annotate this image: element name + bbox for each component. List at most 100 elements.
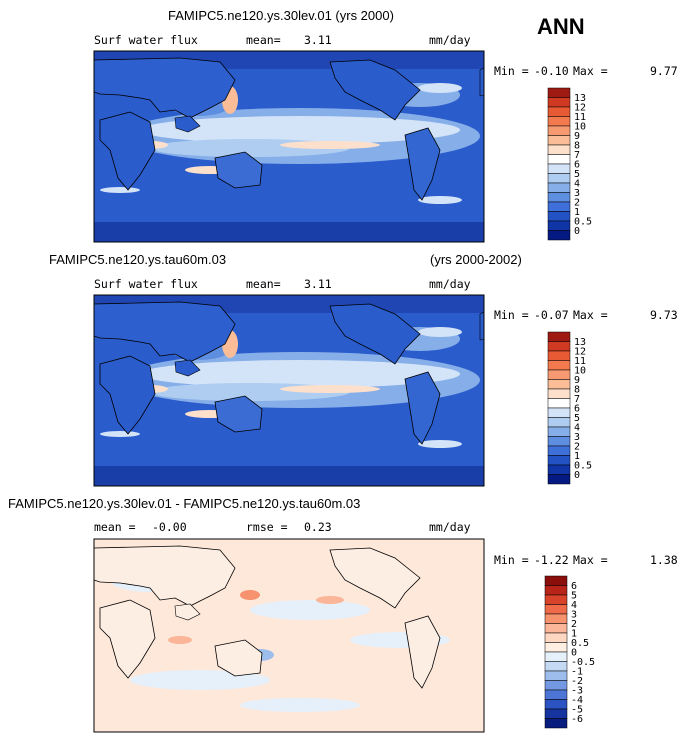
panel2-field-label: Surf water flux xyxy=(94,277,198,291)
colorbar-tick-label: 12 xyxy=(574,347,586,358)
colorbar-cell xyxy=(547,220,571,231)
colorbar-cell xyxy=(547,154,571,165)
colorbar-cell xyxy=(547,230,571,241)
colorbar-tick-label: 4 xyxy=(571,600,577,611)
colorbar-cell xyxy=(544,661,568,672)
colorbar-tick-label: 8 xyxy=(574,141,580,152)
colorbar-tick-label: 3 xyxy=(574,432,580,443)
colorbar-tick-label: 9 xyxy=(574,375,580,386)
panel3-max-label: Max = xyxy=(573,553,608,567)
colorbar-tick-label: 5 xyxy=(571,591,577,602)
colorbar-cell xyxy=(547,474,571,485)
panel2-max-value: 9.73 xyxy=(650,308,678,322)
panel2-field xyxy=(94,295,484,486)
colorbar-cell xyxy=(544,604,568,615)
colorbar-cell xyxy=(547,116,571,127)
colorbar-cell xyxy=(547,417,571,428)
colorbar-tick-label: 0.5 xyxy=(574,461,592,472)
panel3-mean-value: -0.00 xyxy=(152,520,187,534)
colorbar-tick-label: 2 xyxy=(571,619,577,630)
colorbar-tick-label: 11 xyxy=(574,112,586,123)
colorbar-tick-label: 1 xyxy=(574,451,580,462)
panel3-rmse-label: rmse = xyxy=(246,520,288,534)
colorbar-cell xyxy=(547,331,571,342)
colorbar-cell xyxy=(547,135,571,146)
colorbar-tick-label: 1 xyxy=(574,207,580,218)
colorbar-cell xyxy=(544,623,568,634)
colorbar-cell xyxy=(547,379,571,390)
colorbar-tick-label: 11 xyxy=(574,356,586,367)
panel1-mean-value: 3.11 xyxy=(304,33,332,47)
panel2-mean-label: mean= xyxy=(246,277,281,291)
panel1-max-label: Max = xyxy=(573,64,608,78)
colorbar-cell xyxy=(544,689,568,700)
colorbar-cell xyxy=(547,163,571,174)
colorbar-tick-label: -6 xyxy=(571,714,583,725)
colorbar-cell xyxy=(547,388,571,399)
panel2-mean-value: 3.11 xyxy=(304,277,332,291)
colorbar-tick-label: 12 xyxy=(574,103,586,114)
colorbar-cell xyxy=(544,699,568,710)
panel3-mean-label: mean = xyxy=(94,520,136,534)
colorbar-cell xyxy=(544,632,568,643)
colorbar-tick-label: 2 xyxy=(574,198,580,209)
colorbar-tick-label: 10 xyxy=(574,366,586,377)
colorbar-tick-label: 4 xyxy=(574,179,580,190)
colorbar-cell xyxy=(547,97,571,108)
colorbar-tick-label: 5 xyxy=(574,413,580,424)
colorbar-cell xyxy=(544,585,568,596)
panel1-field xyxy=(94,51,484,242)
colorbar-cell xyxy=(547,192,571,203)
panel1-mean-label: mean= xyxy=(246,33,281,47)
colorbar-tick-label: 9 xyxy=(574,131,580,142)
colorbar-cell xyxy=(544,670,568,681)
colorbar-tick-label: 8 xyxy=(574,385,580,396)
panel1-units: mm/day xyxy=(429,33,471,47)
colorbar-tick-label: 6 xyxy=(574,404,580,415)
colorbar-tick-label: 13 xyxy=(574,337,586,348)
colorbar-cell xyxy=(544,575,568,586)
colorbar-cell xyxy=(547,426,571,437)
colorbar-cell xyxy=(544,594,568,605)
panel2-years: (yrs 2000-2002) xyxy=(430,252,522,267)
colorbar-cell xyxy=(544,708,568,719)
season-label: ANN xyxy=(537,14,585,39)
colorbar-tick-label: 3 xyxy=(571,610,577,621)
colorbar-cell xyxy=(547,106,571,117)
colorbar-tick-label: 0.5 xyxy=(574,217,592,228)
colorbar-cell xyxy=(547,201,571,212)
colorbar-cell xyxy=(544,680,568,691)
colorbar-tick-label: -4 xyxy=(571,695,583,706)
panel3-max-value: 1.38 xyxy=(650,553,678,567)
colorbar-tick-label: 0 xyxy=(574,226,580,237)
colorbar-tick-label: -0.5 xyxy=(571,657,595,668)
panel1-min-label: Min = xyxy=(494,64,529,78)
panel1-max-value: 9.77 xyxy=(650,64,678,78)
colorbar-tick-label: 10 xyxy=(574,122,586,133)
colorbar-cell xyxy=(547,436,571,447)
colorbar-tick-label: 7 xyxy=(574,394,580,405)
colorbar-cell xyxy=(547,407,571,418)
panel2-min-label: Min = xyxy=(494,308,529,322)
colorbar-cell xyxy=(547,445,571,456)
colorbar-tick-label: 5 xyxy=(574,169,580,180)
panel3-min-value: -1.22 xyxy=(534,553,569,567)
panel2-min-value: -0.07 xyxy=(534,308,569,322)
colorbar-cell xyxy=(544,718,568,729)
colorbar-tick-label: -5 xyxy=(571,705,583,716)
panel3-rmse-value: 0.23 xyxy=(304,520,332,534)
colorbar-cell xyxy=(547,360,571,371)
colorbar-tick-label: 0 xyxy=(571,648,577,659)
panel1-min-value: -0.10 xyxy=(534,64,569,78)
panel3-field xyxy=(94,539,484,732)
colorbar-cell xyxy=(547,455,571,466)
panel3-title: FAMIPC5.ne120.ys.30lev.01 - FAMIPC5.ne12… xyxy=(8,496,361,511)
colorbar-tick-label: -2 xyxy=(571,676,583,687)
panel3-units: mm/day xyxy=(429,520,471,534)
colorbar-tick-label: 6 xyxy=(574,160,580,171)
colorbar-cell xyxy=(547,350,571,361)
